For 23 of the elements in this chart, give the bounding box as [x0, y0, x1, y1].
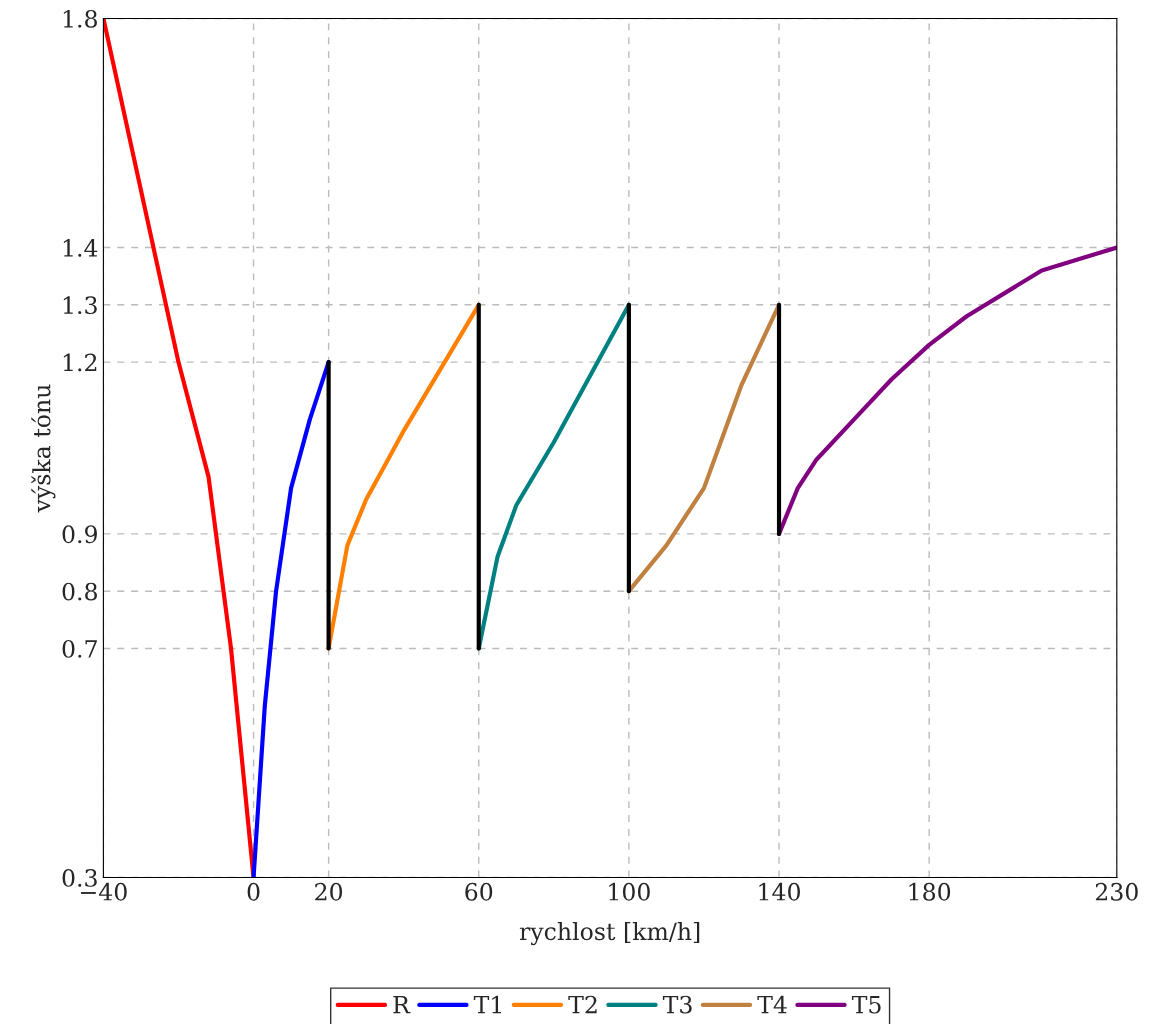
x-tick-label: 60	[465, 882, 493, 901]
y-tick-label: 0.9	[62, 525, 97, 544]
x-tick-label: 100	[609, 882, 650, 901]
legend-label: T4	[757, 995, 787, 1014]
line-series	[251, 360, 331, 878]
y-tick-label: 1.4	[63, 238, 98, 257]
x-tick-label: 0	[247, 882, 260, 901]
legend-label: R	[393, 995, 411, 1014]
y-tick-label: 0.7	[62, 639, 97, 658]
y-tick-label: 0.8	[62, 582, 97, 601]
legend-label: T1	[473, 995, 502, 1014]
legend-label: T2	[568, 995, 597, 1014]
x-tick-label: 180	[909, 882, 951, 901]
y-tick-label: 1.3	[63, 296, 97, 315]
x-tick-label: 20	[315, 882, 343, 901]
x-tick-label: 230	[1095, 882, 1138, 901]
y-tick-label: 1.8	[63, 9, 97, 28]
x-axis-title: rychlost [km/h]	[519, 921, 700, 946]
legend-label: T5	[851, 995, 881, 1014]
legend-label: T3	[662, 995, 692, 1014]
y-tick-label: 1.2	[63, 353, 97, 372]
y-axis-title: výška tónu	[31, 384, 56, 513]
x-tick-label: 140	[759, 882, 800, 901]
